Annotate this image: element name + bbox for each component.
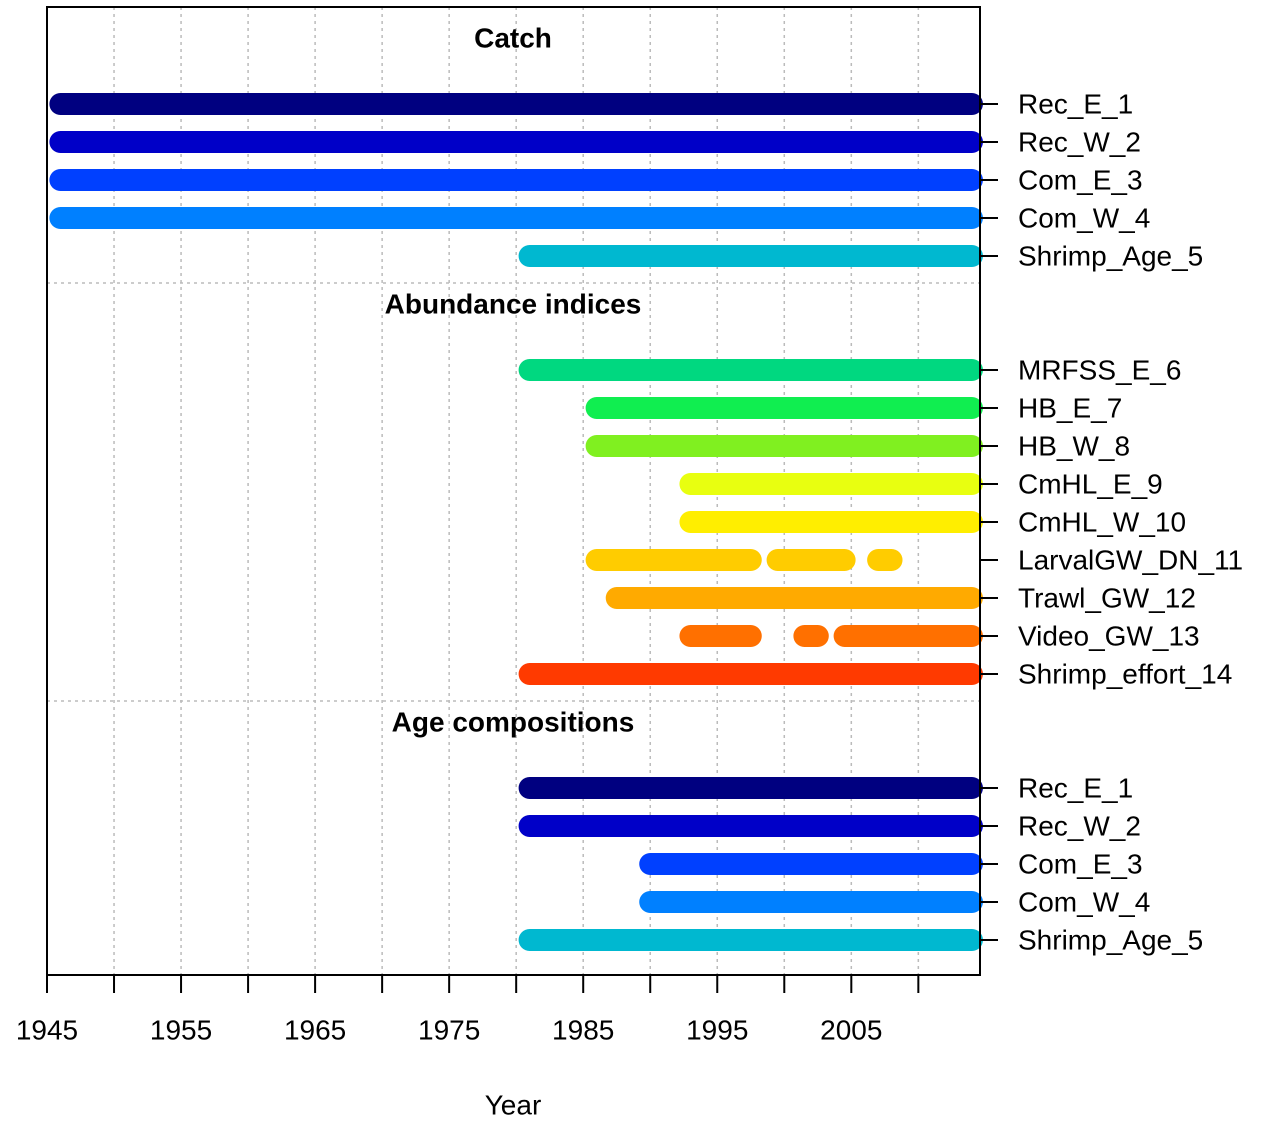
x-tick-label: 1985 bbox=[552, 1014, 614, 1045]
series-label: Com_W_4 bbox=[1018, 886, 1150, 917]
series-label: HB_E_7 bbox=[1018, 392, 1122, 423]
series-label: LarvalGW_DN_11 bbox=[1018, 544, 1243, 575]
series-label: Rec_W_2 bbox=[1018, 126, 1141, 157]
series-label: Com_E_3 bbox=[1018, 848, 1143, 879]
group-title: Abundance indices bbox=[385, 288, 642, 319]
series-label: Rec_W_2 bbox=[1018, 810, 1141, 841]
series-label: CmHL_W_10 bbox=[1018, 506, 1186, 537]
x-tick-label: 1995 bbox=[686, 1014, 748, 1045]
series-label: MRFSS_E_6 bbox=[1018, 354, 1181, 385]
x-tick-label: 1975 bbox=[418, 1014, 480, 1045]
group-title: Catch bbox=[474, 22, 552, 53]
x-tick-label: 2005 bbox=[820, 1014, 882, 1045]
series-label: Video_GW_13 bbox=[1018, 620, 1200, 651]
series-label: Shrimp_effort_14 bbox=[1018, 658, 1232, 689]
x-tick-label: 1965 bbox=[284, 1014, 346, 1045]
x-axis-label: Year bbox=[485, 1089, 542, 1120]
group-title: Age compositions bbox=[392, 706, 635, 737]
series-label: Shrimp_Age_5 bbox=[1018, 924, 1203, 955]
series-label: HB_W_8 bbox=[1018, 430, 1130, 461]
series-label: Shrimp_Age_5 bbox=[1018, 240, 1203, 271]
series-label: Rec_E_1 bbox=[1018, 772, 1133, 803]
plot-frame bbox=[46, 6, 981, 976]
series-label: Rec_E_1 bbox=[1018, 88, 1133, 119]
series-label: CmHL_E_9 bbox=[1018, 468, 1163, 499]
series-label: Trawl_GW_12 bbox=[1018, 582, 1196, 613]
x-tick-label: 1955 bbox=[150, 1014, 212, 1045]
x-tick-label: 1945 bbox=[16, 1014, 78, 1045]
series-label: Com_E_3 bbox=[1018, 164, 1143, 195]
series-label: Com_W_4 bbox=[1018, 202, 1150, 233]
